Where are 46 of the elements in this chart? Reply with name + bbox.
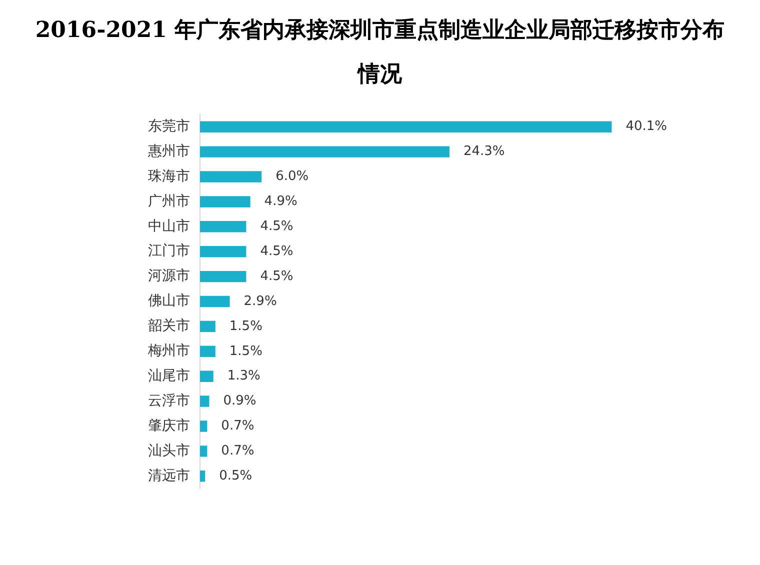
data-label: 0.9% — [223, 394, 256, 409]
data-label: 4.9% — [264, 194, 298, 210]
data-label: 4.5% — [260, 268, 294, 284]
y-tick-label: 珠海市 — [148, 168, 190, 184]
bar — [200, 221, 246, 232]
bar — [200, 270, 246, 282]
y-tick-label: 中山市 — [148, 218, 190, 234]
y-tick-label: 东莞市 — [148, 118, 190, 135]
y-tick-label: 梅州市 — [147, 343, 190, 360]
data-label: 0.7% — [221, 444, 254, 459]
data-label: 1.5% — [229, 344, 262, 359]
y-tick-label: 肇庆市 — [148, 418, 190, 434]
bar — [200, 246, 246, 258]
data-label: 0.7% — [221, 418, 254, 434]
y-tick-label: 韶关市 — [148, 318, 190, 334]
bar — [200, 396, 210, 407]
y-tick-label: 清远市 — [148, 468, 190, 484]
data-label: 1.3% — [227, 368, 260, 384]
bar — [200, 420, 208, 432]
y-tick-label: 惠州市 — [147, 143, 190, 160]
chart-title: 2016-2021 年广东省内承接深圳市重点制造业企业局部迁移按市分布情况 — [34, 16, 726, 89]
y-tick-label: 河源市 — [148, 268, 190, 284]
bar — [200, 370, 214, 382]
data-label: 1.5% — [229, 318, 262, 334]
bar — [200, 446, 208, 457]
bar — [200, 121, 612, 132]
bar — [200, 320, 216, 332]
data-label: 4.5% — [260, 244, 294, 259]
y-tick-label: 佛山市 — [148, 293, 190, 310]
bar — [200, 196, 250, 208]
data-label: 2.9% — [244, 294, 277, 309]
y-tick-label: 云浮市 — [148, 392, 190, 409]
bar — [200, 146, 450, 158]
y-tick-label: 江门市 — [148, 243, 190, 260]
bar — [200, 296, 230, 308]
y-tick-label: 汕头市 — [148, 442, 190, 459]
bar — [200, 346, 216, 358]
data-label: 40.1% — [626, 119, 668, 134]
bar — [200, 171, 262, 182]
data-label: 24.3% — [463, 144, 505, 160]
data-label: 0.5% — [219, 468, 252, 484]
data-label: 4.5% — [260, 219, 294, 234]
bar — [200, 470, 206, 482]
data-label: 6.0% — [276, 169, 309, 184]
y-tick-label: 汕尾市 — [148, 368, 190, 384]
y-tick-label: 广州市 — [148, 193, 190, 210]
